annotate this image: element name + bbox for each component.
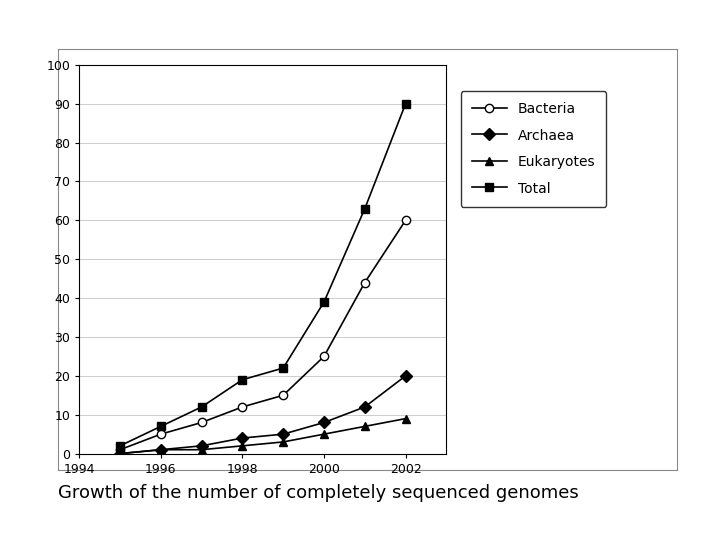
Eukaryotes <box>116 450 125 457</box>
Archaea <box>116 450 125 457</box>
Eukaryotes <box>238 443 247 449</box>
Archaea <box>156 447 165 453</box>
Archaea <box>197 443 206 449</box>
Total <box>320 299 328 305</box>
Archaea <box>361 404 369 410</box>
Bacteria <box>156 431 165 437</box>
Total <box>279 365 287 372</box>
Legend: Bacteria, Archaea, Eukaryotes, Total: Bacteria, Archaea, Eukaryotes, Total <box>461 91 606 207</box>
Total <box>238 376 247 383</box>
Archaea <box>401 373 410 379</box>
Eukaryotes <box>156 447 165 453</box>
Eukaryotes <box>197 447 206 453</box>
Bacteria <box>401 217 410 224</box>
Bacteria <box>116 447 125 453</box>
Line: Total: Total <box>116 99 410 450</box>
Archaea <box>320 419 328 426</box>
Bacteria <box>279 392 287 399</box>
Bacteria <box>197 419 206 426</box>
Archaea <box>238 435 247 441</box>
Eukaryotes <box>401 415 410 422</box>
Eukaryotes <box>279 438 287 445</box>
Bacteria <box>320 353 328 360</box>
Total <box>361 205 369 212</box>
Line: Eukaryotes: Eukaryotes <box>116 414 410 458</box>
Total <box>116 443 125 449</box>
Total <box>401 100 410 107</box>
Total <box>197 404 206 410</box>
Line: Archaea: Archaea <box>116 372 410 458</box>
Eukaryotes <box>320 431 328 437</box>
Bacteria <box>238 404 247 410</box>
Text: Growth of the number of completely sequenced genomes: Growth of the number of completely seque… <box>58 484 578 502</box>
Total <box>156 423 165 430</box>
Line: Bacteria: Bacteria <box>116 216 410 454</box>
Eukaryotes <box>361 423 369 430</box>
Archaea <box>279 431 287 437</box>
Bacteria <box>361 279 369 286</box>
